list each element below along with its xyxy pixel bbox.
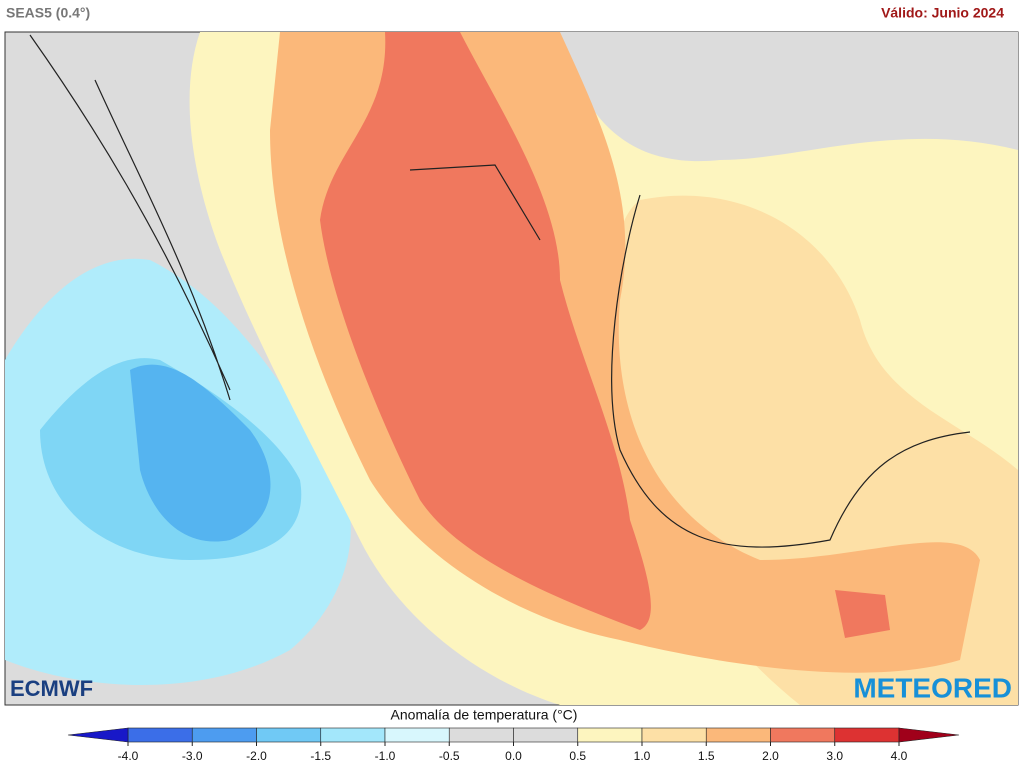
colorbar-label: 0.0 [505, 749, 522, 763]
ecmwf-logo: ECMWF [10, 676, 93, 701]
colorbar-segment [770, 727, 836, 743]
warm-anomaly-core [835, 590, 890, 638]
neutral-north [560, 32, 1018, 162]
colorbar-label: 1.0 [634, 749, 651, 763]
colorbar-label: 3.0 [826, 749, 843, 763]
colorbar-segment [127, 727, 193, 743]
colorbar-segment [513, 727, 579, 743]
warm-anomaly-core [320, 32, 651, 630]
coastline [29, 34, 971, 548]
colorbar: -4.0 -3.0 -2.0 -1.5 -1.0 -0.5 0.0 0.5 1.0 1.5 2.0 3… [67, 727, 960, 763]
colorbar-label: 2.0 [762, 749, 779, 763]
colorbar-label: -2.0 [246, 749, 267, 763]
colorbar-label: 1.5 [698, 749, 715, 763]
model-label: SEAS5 (0.4°) [6, 5, 90, 21]
colorbar-segment [577, 727, 643, 743]
cold-anomaly-core [130, 364, 271, 542]
colorbar-label: -1.5 [310, 749, 331, 763]
colorbar-segment [320, 727, 386, 743]
colorbar-segment [384, 727, 450, 743]
colorbar-high [898, 727, 960, 743]
colorbar-segment [705, 727, 771, 743]
colorbar-segment [448, 727, 514, 743]
colorbar-label: -1.0 [375, 749, 396, 763]
colorbar-label: -3.0 [182, 749, 203, 763]
colorbar-segment [256, 727, 322, 743]
colorbar-label: -4.0 [118, 749, 139, 763]
colorbar-segment [641, 727, 707, 743]
valid-date: Válido: Junio 2024 [881, 5, 1004, 21]
colorbar-segment [191, 727, 257, 743]
colorbar-segment [834, 727, 900, 743]
colorbar-low [67, 727, 129, 743]
meteored-logo: METEORED [853, 672, 1012, 703]
legend-title: Anomalía de temperatura (°C) [391, 707, 578, 723]
colorbar-label: 0.5 [569, 749, 586, 763]
map: ECMWF METEORED [4, 31, 1019, 706]
colorbar-label: 4.0 [891, 749, 908, 763]
colorbar-label: -0.5 [439, 749, 460, 763]
